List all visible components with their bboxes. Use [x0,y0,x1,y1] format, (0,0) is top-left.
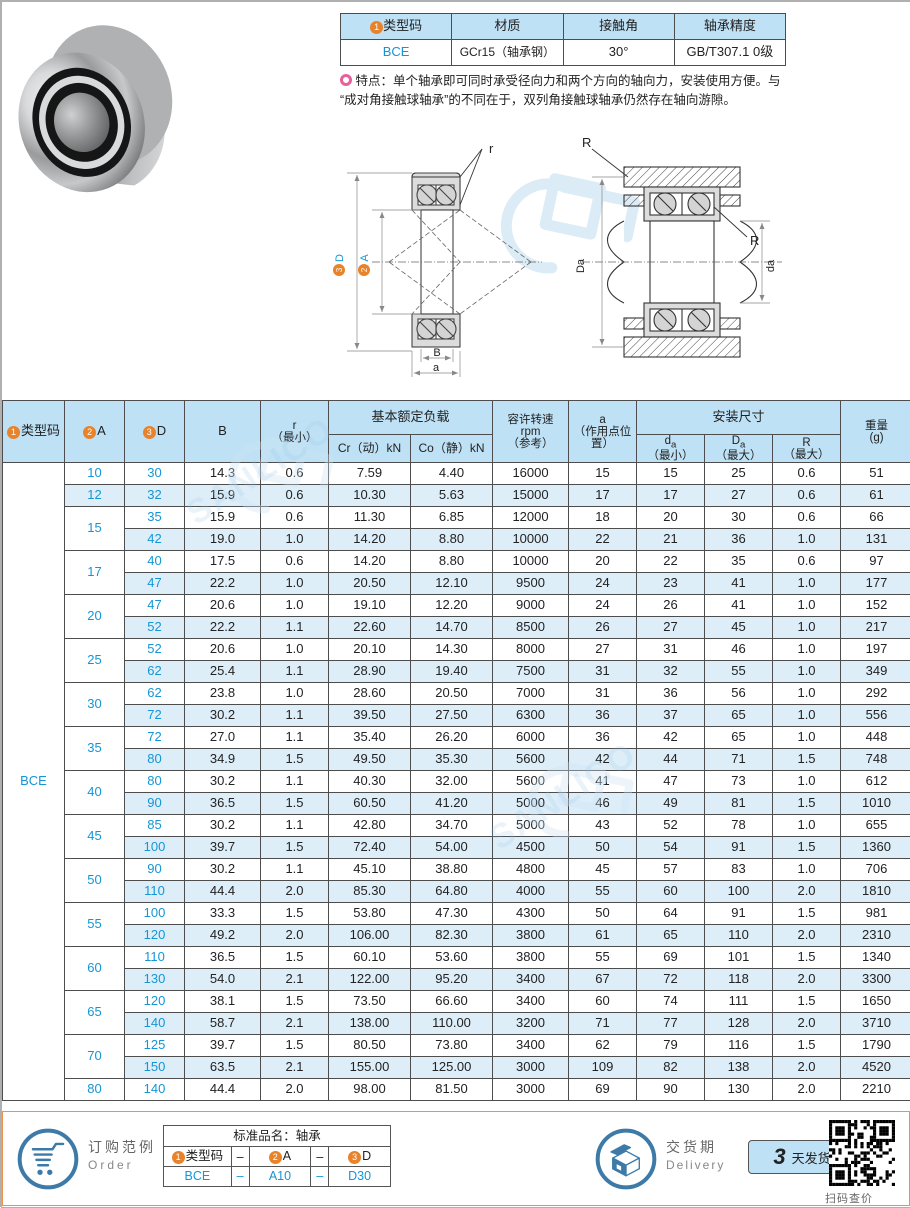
svg-text:B: B [433,347,440,359]
svg-text:r: r [489,141,494,156]
svg-text:Da: Da [575,258,587,273]
svg-text:a: a [433,362,440,374]
svg-text:D: D [334,254,346,262]
svg-text:A: A [359,254,371,262]
svg-text:R: R [750,233,759,248]
svg-text:R: R [582,137,591,150]
svg-text:3: 3 [335,267,344,272]
svg-text:da: da [765,259,777,272]
svg-text:2: 2 [360,267,369,272]
